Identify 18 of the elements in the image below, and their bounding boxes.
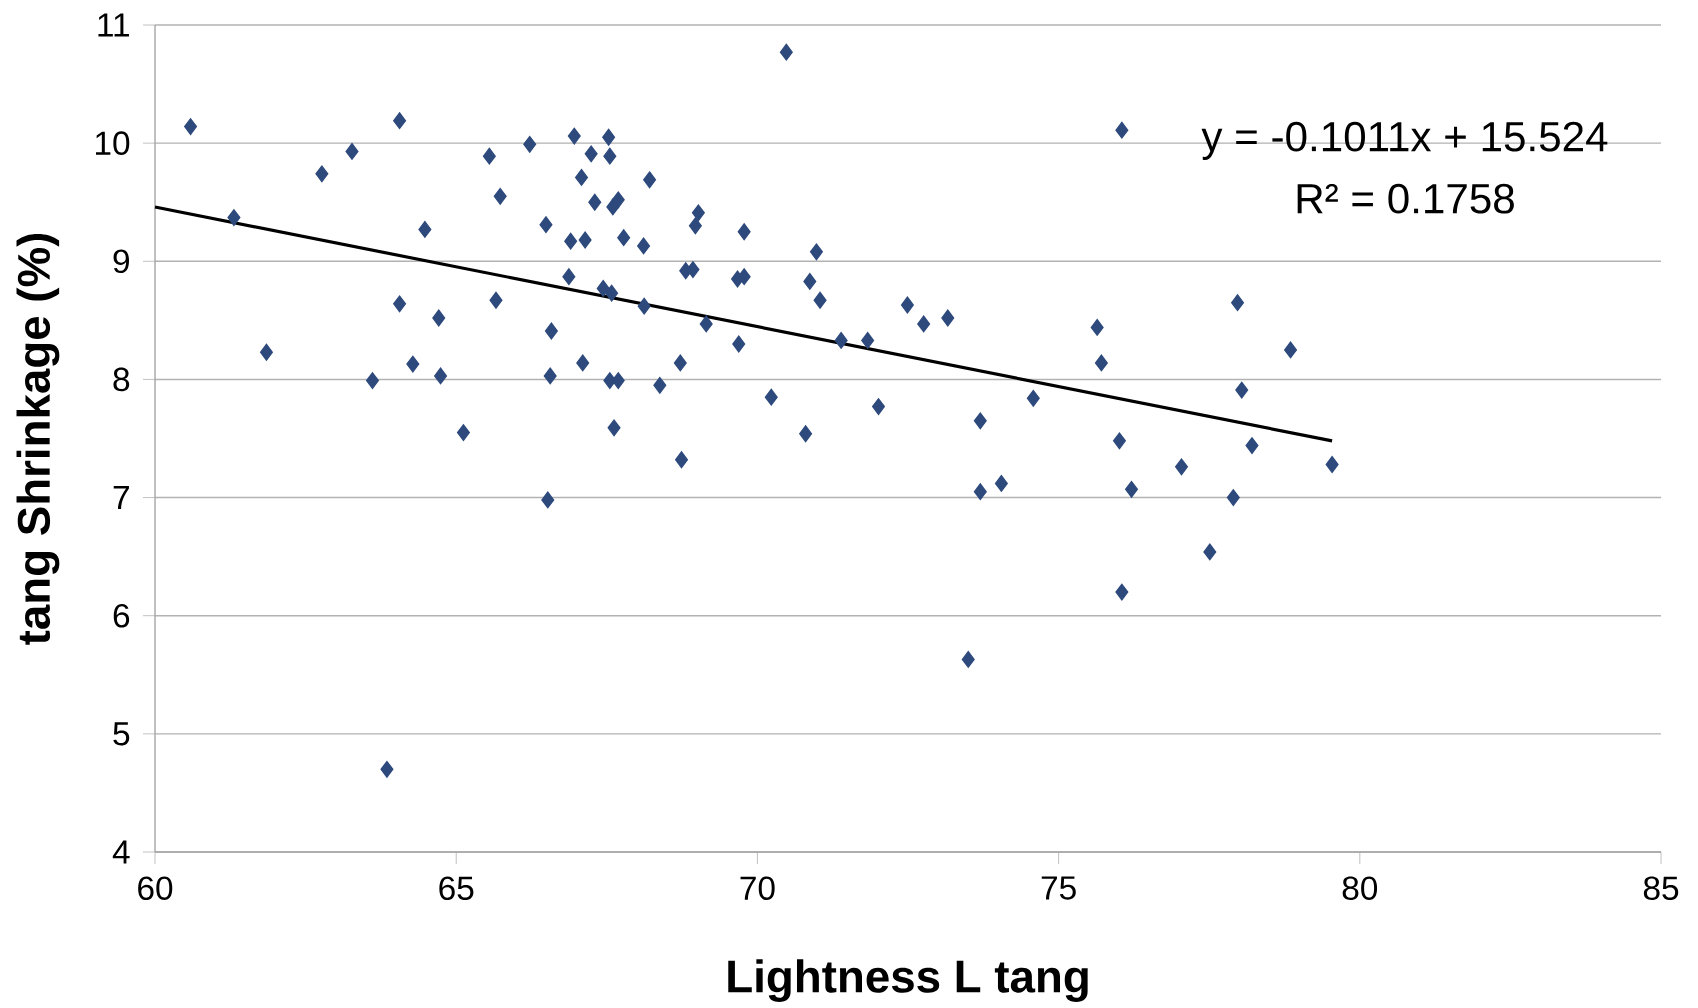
y-tick-label: 4 [112, 840, 130, 864]
x-tick-label: 70 [740, 876, 775, 901]
x-tick-label: 65 [439, 876, 474, 901]
y-axis-title: tang Shrinkage (%) [16, 233, 60, 645]
y-tick-label: 10 [95, 131, 130, 155]
annotation: y = -0.1011x + 15.524 [1201, 121, 1608, 160]
x-tick-label: 60 [138, 876, 173, 901]
x-tick-label: 75 [1041, 876, 1076, 900]
y-tick-label: 6 [113, 603, 130, 628]
y-tick-label: 7 [113, 486, 129, 510]
x-tick-label: 80 [1342, 876, 1378, 901]
y-tick-label: 9 [113, 249, 129, 274]
y-tick-label: 8 [113, 367, 130, 392]
y-tick-label: 5 [113, 722, 130, 746]
x-axis-title: Lightness L tang [728, 959, 1088, 1002]
y-tick-label: 11 [98, 13, 129, 37]
annotation: R² = 0.1758 [1297, 183, 1514, 214]
x-tick-label: 85 [1643, 876, 1679, 901]
